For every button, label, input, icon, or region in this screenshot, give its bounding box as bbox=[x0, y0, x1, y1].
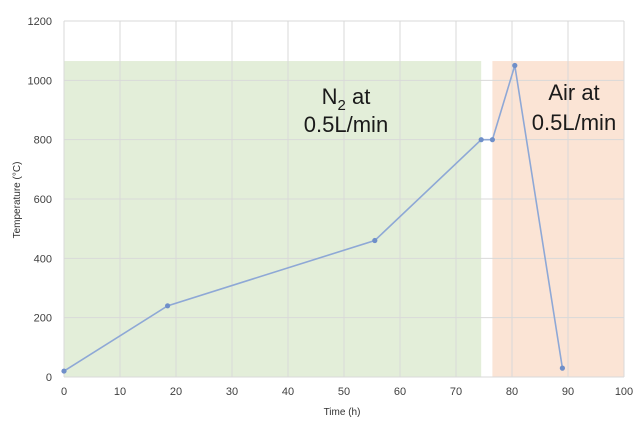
y-tick-label-800: 800 bbox=[34, 135, 52, 147]
n2-region-label-line1: N2 at bbox=[322, 84, 371, 114]
region-band-1 bbox=[492, 61, 624, 378]
y-tick-label-200: 200 bbox=[34, 313, 52, 325]
y-tick-label-600: 600 bbox=[34, 194, 52, 206]
y-axis-title: Temperature (°C) bbox=[12, 162, 23, 239]
data-point-3 bbox=[478, 137, 484, 143]
series-layer bbox=[61, 62, 566, 374]
x-tick-label-0: 0 bbox=[61, 386, 67, 398]
x-tick-label-30: 30 bbox=[226, 386, 238, 398]
data-point-5 bbox=[512, 62, 518, 69]
data-point-2 bbox=[372, 237, 378, 244]
data-point-1 bbox=[165, 303, 171, 309]
y-tick-label-400: 400 bbox=[34, 253, 52, 265]
tick-labels-layer: 0 200 400 600 800 1000 1200 0 10 20 30 40 50 60 70 80 90… bbox=[28, 16, 634, 398]
x-tick-label-60: 60 bbox=[394, 386, 406, 398]
y-tick-label-1000: 1000 bbox=[28, 75, 52, 87]
n2-region-label-line2: 0.5L/min bbox=[304, 112, 388, 137]
data-point-6 bbox=[559, 365, 566, 371]
y-tick-label-1200: 1200 bbox=[28, 16, 52, 28]
air-region-label-line2: 0.5L/min bbox=[532, 110, 616, 135]
x-tick-label-80: 80 bbox=[506, 386, 518, 398]
x-tick-label-90: 90 bbox=[562, 386, 574, 398]
regions-layer bbox=[64, 61, 624, 378]
data-point-4 bbox=[489, 137, 495, 143]
x-axis-title: Time (h) bbox=[324, 407, 361, 418]
x-tick-label-100: 100 bbox=[615, 386, 633, 398]
data-point-0 bbox=[61, 368, 67, 374]
grid-layer bbox=[63, 20, 625, 378]
region-labels-layer: N2 at 0.5L/min Air at 0.5L/min bbox=[304, 80, 616, 137]
x-tick-label-10: 10 bbox=[114, 386, 126, 398]
x-tick-label-50: 50 bbox=[338, 386, 350, 398]
air-region-label-line1: Air at bbox=[548, 80, 599, 105]
x-tick-label-20: 20 bbox=[170, 386, 182, 398]
x-tick-label-70: 70 bbox=[450, 386, 462, 398]
region-band-0 bbox=[64, 61, 482, 378]
y-tick-label-0: 0 bbox=[46, 372, 52, 384]
x-tick-label-40: 40 bbox=[282, 386, 294, 398]
